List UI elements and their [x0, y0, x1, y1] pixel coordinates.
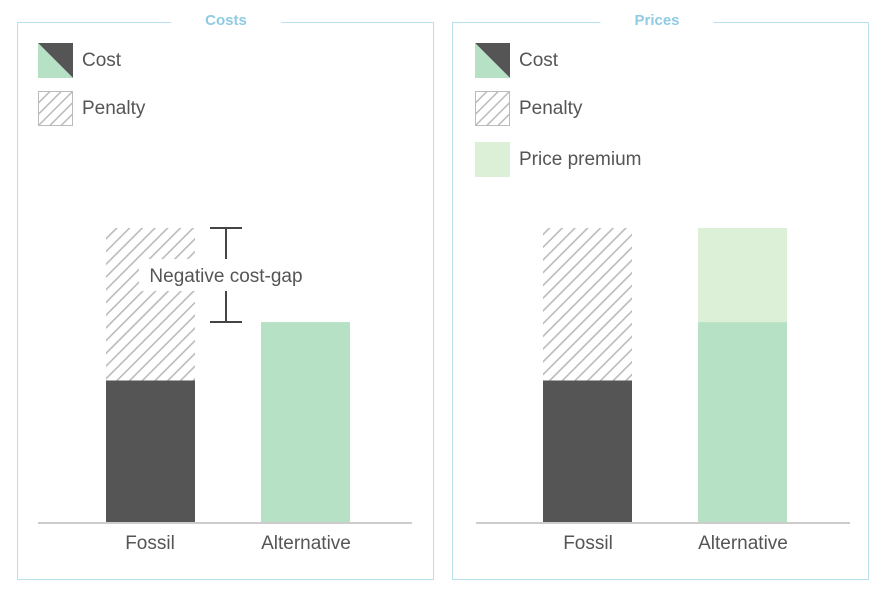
cost-swatch-icon	[38, 43, 73, 78]
hatch-swatch-icon	[475, 91, 510, 126]
fossil-cost-bar	[543, 380, 632, 523]
legend-label-cost: Cost	[82, 49, 122, 71]
prices-legend-penalty: Penalty	[475, 91, 582, 126]
legend-label-premium: Price premium	[519, 148, 642, 170]
legend-label-penalty: Penalty	[82, 97, 146, 119]
gap-annotation-label: Negative cost-gap	[149, 266, 302, 287]
fossil-cost-bar	[106, 380, 195, 523]
costs-panel: Costs	[17, 12, 434, 580]
premium-swatch-icon	[475, 142, 510, 177]
alternative-premium-bar	[698, 228, 787, 323]
hatch-swatch-icon	[38, 91, 73, 126]
fossil-penalty-bar	[106, 228, 195, 381]
category-label: Alternative	[698, 533, 788, 554]
category-label: Alternative	[261, 533, 351, 554]
costs-legend-penalty: Penalty	[38, 91, 145, 126]
category-label: Fossil	[563, 533, 613, 554]
legend-label-cost: Cost	[519, 49, 559, 71]
legend-label-penalty: Penalty	[519, 97, 583, 119]
category-label: Fossil	[125, 533, 175, 554]
costs-legend-cost: Cost	[38, 43, 121, 78]
gap-label-background	[139, 259, 311, 292]
prices-panel: Prices	[452, 12, 869, 580]
prices-legend-premium: Price premium	[475, 142, 641, 177]
fossil-penalty-bar	[543, 228, 632, 381]
costs-panel-title: Costs	[171, 12, 281, 29]
prices-legend-cost: Cost	[475, 43, 558, 78]
cost-swatch-icon	[475, 43, 510, 78]
alternative-cost-bar	[698, 322, 787, 523]
alternative-cost-bar	[261, 322, 350, 523]
prices-panel-title: Prices	[600, 12, 714, 29]
